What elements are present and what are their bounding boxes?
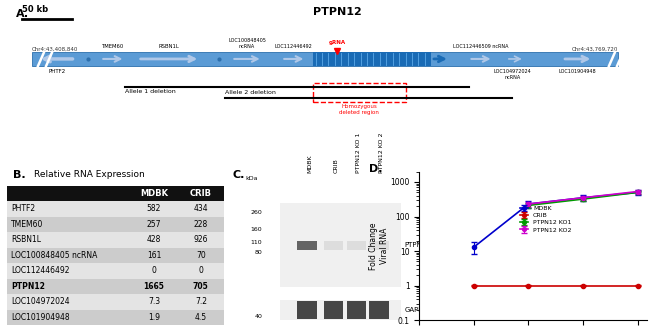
Bar bbox=[346, 241, 366, 249]
Text: 1.9: 1.9 bbox=[148, 313, 160, 322]
Text: 0: 0 bbox=[198, 266, 203, 276]
Text: PHTF2: PHTF2 bbox=[48, 69, 65, 74]
Text: LOC112446492: LOC112446492 bbox=[275, 44, 313, 49]
Text: LOC101904948: LOC101904948 bbox=[559, 69, 597, 74]
Text: B.: B. bbox=[13, 170, 25, 180]
Text: PTPN12: PTPN12 bbox=[11, 282, 45, 291]
Bar bbox=[298, 241, 317, 249]
Text: 7.2: 7.2 bbox=[195, 297, 207, 306]
Text: MDBK: MDBK bbox=[140, 189, 168, 198]
Text: 110: 110 bbox=[251, 240, 263, 245]
Text: LOC104972024: LOC104972024 bbox=[11, 297, 70, 306]
Text: Relative RNA Expression: Relative RNA Expression bbox=[34, 170, 144, 179]
Text: 161: 161 bbox=[147, 251, 161, 260]
Text: CRIB: CRIB bbox=[190, 189, 212, 198]
Text: PTPN12: PTPN12 bbox=[313, 7, 362, 17]
Text: 7.3: 7.3 bbox=[148, 297, 160, 306]
Text: 0: 0 bbox=[151, 266, 157, 276]
Text: 70: 70 bbox=[196, 251, 205, 260]
Bar bbox=[6, 201, 224, 217]
Text: D.: D. bbox=[369, 164, 383, 174]
Text: 705: 705 bbox=[193, 282, 209, 291]
Bar bbox=[298, 301, 317, 319]
Text: 582: 582 bbox=[147, 205, 161, 214]
Text: TMEM60: TMEM60 bbox=[11, 220, 44, 229]
Text: 4.5: 4.5 bbox=[195, 313, 207, 322]
Text: TMEM60: TMEM60 bbox=[101, 44, 124, 49]
Text: 160: 160 bbox=[251, 227, 263, 232]
Bar bbox=[369, 241, 389, 249]
Bar bbox=[6, 294, 224, 310]
Bar bbox=[324, 241, 343, 249]
Text: PTPN12 KO 2: PTPN12 KO 2 bbox=[379, 133, 384, 173]
Text: 257: 257 bbox=[147, 220, 161, 229]
Bar bbox=[6, 186, 224, 201]
Bar bbox=[32, 52, 618, 66]
Text: RSBN1L: RSBN1L bbox=[159, 44, 179, 49]
Text: PTPN12: PTPN12 bbox=[404, 242, 431, 248]
Text: LOC100848405 ncRNA: LOC100848405 ncRNA bbox=[11, 251, 98, 260]
Bar bbox=[6, 217, 224, 232]
Bar bbox=[6, 248, 224, 263]
Text: Allele 2 deletion: Allele 2 deletion bbox=[225, 90, 276, 95]
Text: 434: 434 bbox=[194, 205, 208, 214]
Text: gRNA: gRNA bbox=[329, 40, 346, 45]
Text: GAPDH: GAPDH bbox=[404, 307, 429, 313]
Text: 40: 40 bbox=[254, 314, 263, 319]
Text: Chr4:43,408,840: Chr4:43,408,840 bbox=[32, 47, 78, 51]
Text: CRIB: CRIB bbox=[333, 158, 339, 173]
Text: 228: 228 bbox=[194, 220, 208, 229]
Text: LOC104972024
ncRNA: LOC104972024 ncRNA bbox=[493, 69, 531, 80]
Bar bbox=[313, 83, 406, 102]
Bar bbox=[280, 203, 401, 287]
Bar bbox=[313, 52, 431, 66]
Text: LOC112446492: LOC112446492 bbox=[11, 266, 70, 276]
Text: RSBN1L: RSBN1L bbox=[11, 235, 41, 245]
Text: PTPN12 KO 1: PTPN12 KO 1 bbox=[356, 133, 361, 173]
Text: C.: C. bbox=[233, 170, 245, 180]
Bar bbox=[6, 232, 224, 248]
Text: kDa: kDa bbox=[246, 176, 258, 181]
Text: Allele 1 deletion: Allele 1 deletion bbox=[125, 89, 176, 94]
Bar bbox=[280, 300, 401, 320]
Text: 926: 926 bbox=[194, 235, 208, 245]
Text: MDBK: MDBK bbox=[307, 154, 312, 173]
Bar bbox=[6, 263, 224, 279]
Text: LOC112446509 ncRNA: LOC112446509 ncRNA bbox=[453, 44, 509, 49]
Bar bbox=[369, 301, 389, 319]
Bar bbox=[324, 301, 343, 319]
Bar bbox=[6, 279, 224, 294]
Text: LOC101904948: LOC101904948 bbox=[11, 313, 70, 322]
Y-axis label: Fold Change
Viral RNA: Fold Change Viral RNA bbox=[369, 222, 389, 270]
Text: 260: 260 bbox=[251, 210, 263, 215]
Legend: MDBK, CRIB, PTPN12 KO1, PTPN12 KO2: MDBK, CRIB, PTPN12 KO1, PTPN12 KO2 bbox=[518, 203, 574, 235]
Bar bbox=[346, 301, 366, 319]
Text: Chr4:43,769,720: Chr4:43,769,720 bbox=[572, 47, 618, 51]
Text: 50 kb: 50 kb bbox=[22, 5, 49, 14]
Text: 80: 80 bbox=[255, 250, 263, 255]
Text: LOC100848405
ncRNA: LOC100848405 ncRNA bbox=[228, 38, 266, 49]
Text: Homozygous
deleted region: Homozygous deleted region bbox=[339, 104, 379, 115]
Text: A.: A. bbox=[16, 9, 29, 19]
Text: 428: 428 bbox=[147, 235, 161, 245]
Text: 1665: 1665 bbox=[144, 282, 164, 291]
Text: PHTF2: PHTF2 bbox=[11, 205, 35, 214]
Bar bbox=[6, 310, 224, 325]
